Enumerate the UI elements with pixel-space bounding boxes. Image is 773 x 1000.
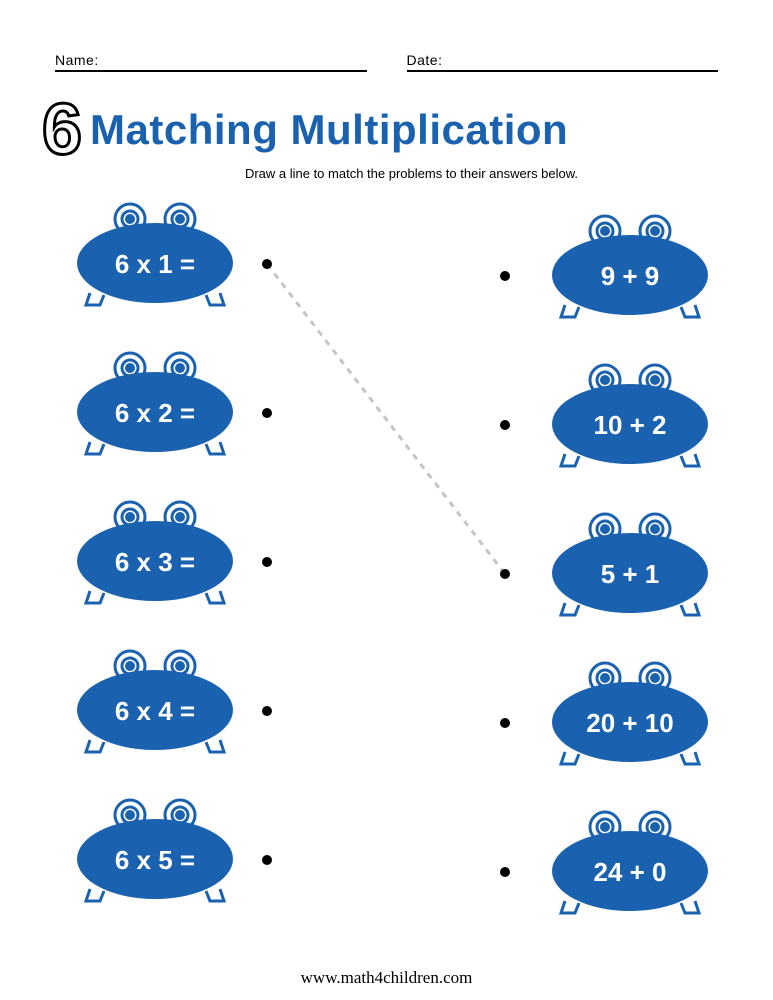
right-item-4: 24 + 0 xyxy=(545,809,725,914)
left-item-4: 6 x 5 = xyxy=(70,797,250,902)
left-column: 6 x 1 = 6 x 2 = 6 x xyxy=(70,201,250,902)
name-field[interactable]: Name: xyxy=(55,52,367,72)
left-label-1: 6 x 2 = xyxy=(70,398,240,429)
right-item-2: 5 + 1 xyxy=(545,511,725,616)
title-number: 6 xyxy=(42,94,80,166)
right-item-1: 10 + 2 xyxy=(545,362,725,467)
date-label: Date: xyxy=(407,52,443,68)
right-dot-2[interactable] xyxy=(500,569,510,579)
left-dot-2[interactable] xyxy=(262,557,272,567)
left-dot-0[interactable] xyxy=(262,259,272,269)
right-dot-4[interactable] xyxy=(500,867,510,877)
problems-area: 6 x 1 = 6 x 2 = 6 x xyxy=(0,201,773,941)
right-item-3: 20 + 10 xyxy=(545,660,725,765)
header-fields: Name: Date: xyxy=(0,0,773,72)
right-dot-1[interactable] xyxy=(500,420,510,430)
right-label-2: 5 + 1 xyxy=(545,559,715,590)
right-label-4: 24 + 0 xyxy=(545,857,715,888)
right-dot-0[interactable] xyxy=(500,271,510,281)
right-label-1: 10 + 2 xyxy=(545,410,715,441)
left-dot-4[interactable] xyxy=(262,855,272,865)
date-field[interactable]: Date: xyxy=(407,52,719,72)
left-label-3: 6 x 4 = xyxy=(70,696,240,727)
right-label-0: 9 + 9 xyxy=(545,261,715,292)
left-dot-3[interactable] xyxy=(262,706,272,716)
left-label-0: 6 x 1 = xyxy=(70,249,240,280)
name-label: Name: xyxy=(55,52,99,68)
footer-url: www.math4children.com xyxy=(0,968,773,988)
title-text: Matching Multiplication xyxy=(90,106,568,154)
right-dot-3[interactable] xyxy=(500,718,510,728)
title-row: 6 Matching Multiplication xyxy=(0,72,773,166)
left-item-3: 6 x 4 = xyxy=(70,648,250,753)
left-dot-1[interactable] xyxy=(262,408,272,418)
left-item-2: 6 x 3 = xyxy=(70,499,250,604)
left-label-2: 6 x 3 = xyxy=(70,547,240,578)
instructions: Draw a line to match the problems to the… xyxy=(50,166,773,181)
left-item-0: 6 x 1 = xyxy=(70,201,250,306)
right-item-0: 9 + 9 xyxy=(545,213,725,318)
left-label-4: 6 x 5 = xyxy=(70,845,240,876)
right-column: 9 + 9 10 + 2 5 + 1 xyxy=(545,213,725,914)
right-label-3: 20 + 10 xyxy=(545,708,715,739)
left-item-1: 6 x 2 = xyxy=(70,350,250,455)
